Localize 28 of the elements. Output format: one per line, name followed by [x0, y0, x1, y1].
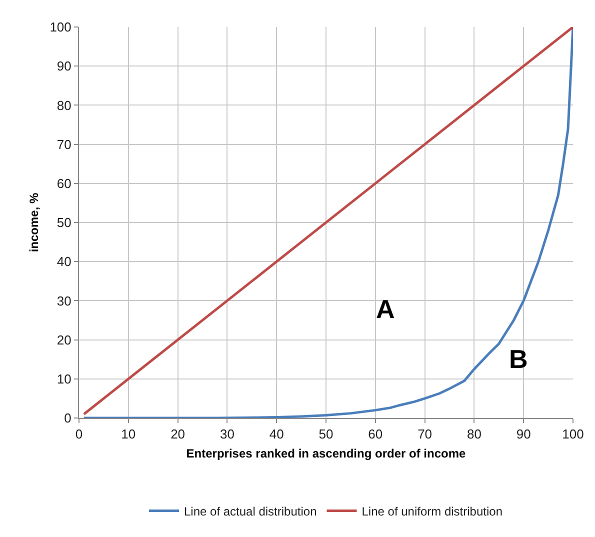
y-tick-label: 50: [56, 215, 72, 230]
x-tick-label: 40: [269, 426, 284, 442]
y-tick-label: 60: [56, 176, 72, 191]
x-tick-label: 50: [318, 426, 334, 442]
y-tick-label: 90: [56, 58, 72, 74]
x-tick-label: 10: [121, 426, 136, 442]
y-tick-label: 40: [56, 254, 72, 270]
annotation: A: [376, 294, 395, 324]
x-tick-label: 80: [466, 426, 482, 442]
legend-label: Line of actual distribution: [184, 504, 317, 518]
x-tick-label: 60: [368, 426, 383, 442]
y-axis-title: income, %: [26, 192, 41, 252]
y-tick-label: 100: [50, 20, 72, 35]
y-tick-label: 0: [64, 410, 72, 426]
x-tick-label: 20: [170, 426, 186, 442]
y-tick-label: 20: [56, 332, 72, 348]
y-tick-label: 70: [56, 136, 72, 152]
legend-label: Line of uniform distribution: [362, 504, 502, 518]
y-tick-label: 10: [56, 371, 72, 386]
x-tick-label: 90: [516, 426, 531, 442]
y-tick-label: 30: [56, 293, 72, 308]
y-tick-label: 80: [56, 98, 72, 113]
x-tick-label: 70: [418, 426, 432, 442]
x-tick-label: 30: [220, 426, 234, 442]
annotation: B: [509, 344, 528, 374]
x-tick-label: 0: [75, 426, 83, 442]
x-tick-label: 100: [562, 426, 584, 442]
x-axis-title: Enterprises ranked in ascending order of income: [186, 446, 466, 460]
